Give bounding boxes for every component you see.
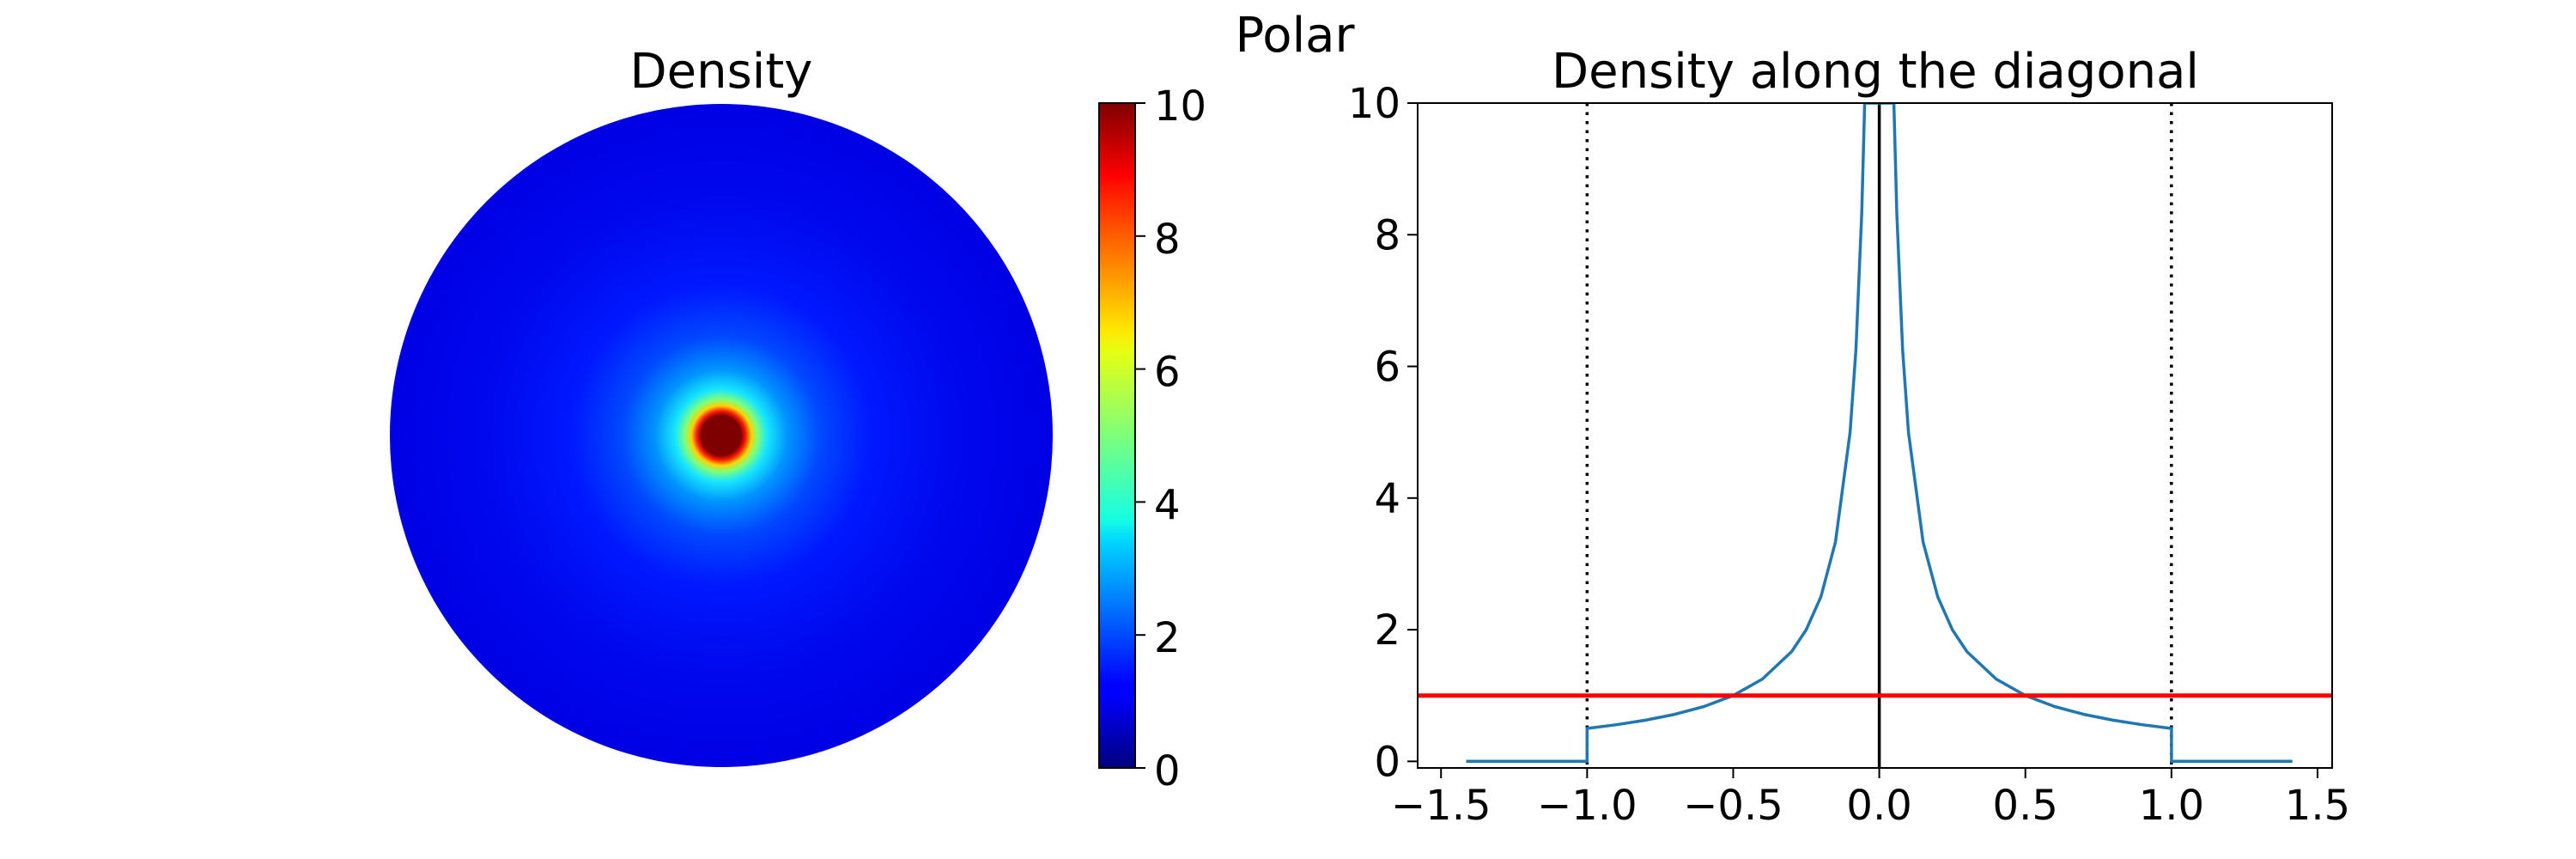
figure-suptitle: Polar xyxy=(1236,8,1356,64)
x-tick-label: −1.0 xyxy=(1537,782,1637,830)
line-plot: −1.5 −1.0 −0.5 0.0 0.5 1.0 1.5 0 2 4 6 8 10 xyxy=(1348,80,2350,830)
colorbar-tick-label: 10 xyxy=(1154,82,1206,131)
density-title: Density xyxy=(630,44,813,100)
y-tick-label: 4 xyxy=(1374,475,1400,523)
x-tick-label: 0.0 xyxy=(1846,782,1911,830)
colorbar-tick-label: 0 xyxy=(1154,747,1181,795)
y-tick-label: 10 xyxy=(1348,80,1400,128)
colorbar-gradient xyxy=(1098,102,1136,769)
colorbar-ticks: 0 2 4 6 8 10 xyxy=(1135,82,1206,795)
density-series-line xyxy=(1466,103,2293,764)
x-tick-label: 0.5 xyxy=(1993,782,2058,830)
y-tick-label: 8 xyxy=(1374,211,1400,259)
x-tick-label: −1.5 xyxy=(1391,782,1492,830)
density-disk xyxy=(390,104,1053,767)
y-tick-label: 6 xyxy=(1374,344,1400,392)
colorbar-tick-label: 2 xyxy=(1154,614,1181,662)
colorbar-tick-label: 6 xyxy=(1154,349,1181,397)
y-tick-label: 0 xyxy=(1374,738,1400,786)
colorbar-tick-label: 8 xyxy=(1154,216,1181,264)
colorbar-tick-label: 4 xyxy=(1154,481,1181,529)
x-tick-label: 1.0 xyxy=(2139,782,2204,830)
y-tick-label: 2 xyxy=(1374,606,1400,655)
plot-frame xyxy=(1417,102,2333,769)
x-tick-label: −0.5 xyxy=(1683,782,1783,830)
x-tick-label: 1.5 xyxy=(2285,782,2350,830)
colorbar: 0 2 4 6 8 10 xyxy=(1098,82,1206,795)
line-chart-title: Density along the diagonal xyxy=(1552,44,2199,100)
